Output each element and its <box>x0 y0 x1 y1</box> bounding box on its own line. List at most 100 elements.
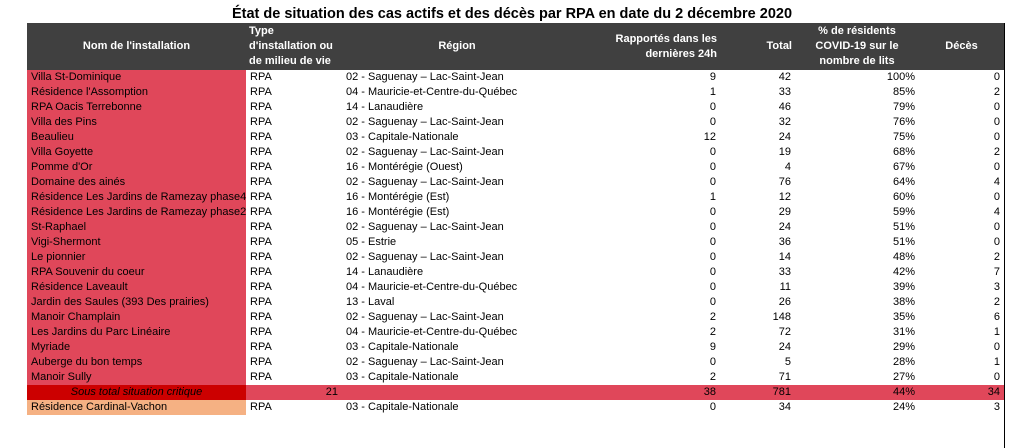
cell-type: RPA <box>250 356 272 368</box>
cell-region: 05 - Estrie <box>346 236 397 248</box>
cell-name: Domaine des ainés <box>27 175 246 190</box>
cell-recent: 2 <box>709 311 716 323</box>
subtotal-recent: 38 <box>572 385 720 400</box>
cell-region: 02 - Saguenay – Lac-Saint-Jean <box>346 311 504 323</box>
table-row: Myriade RPA 03 - Capitale-Nationale 9 24 29% 0 <box>27 340 1004 355</box>
cell-recent: 0 <box>709 266 716 278</box>
cell-deaths: 6 <box>993 311 1000 323</box>
table-row: Les Jardins du Parc Linéaire RPA 04 - Maur… <box>27 325 1004 340</box>
cell-region: 02 - Saguenay – Lac-Saint-Jean <box>346 221 504 233</box>
cell-name: Résidence Cardinal-Vachon <box>27 400 246 415</box>
cell-deaths: 2 <box>993 86 1000 98</box>
cell-deaths: 1 <box>993 356 1000 368</box>
subtotal-count: 21 <box>246 385 342 400</box>
table-row: Résidence Les Jardins de Ramezay phase4 R… <box>27 190 1004 205</box>
cell-pct: 51% <box>892 236 915 248</box>
cell-total: 29 <box>778 206 791 218</box>
cell-total: 42 <box>778 71 791 83</box>
table-row: Vigi-Shermont RPA 05 - Estrie 0 36 51% 0 <box>27 235 1004 250</box>
cell-name: Le pionnier <box>27 250 246 265</box>
cell-pct: 42% <box>892 266 915 278</box>
cell-region: 16 - Montérégie (Est) <box>346 206 450 218</box>
cell-total: 4 <box>784 161 791 173</box>
cell-name: Résidence Les Jardins de Ramezay phase4 <box>27 190 246 205</box>
cell-total: 33 <box>778 86 791 98</box>
cell-name: Résidence l'Assomption <box>27 85 246 100</box>
cell-pct: 27% <box>892 371 915 383</box>
cell-region: 02 - Saguenay – Lac-Saint-Jean <box>346 116 504 128</box>
cell-pct: 85% <box>892 86 915 98</box>
cell-total: 12 <box>778 191 791 203</box>
cell-region: 03 - Capitale-Nationale <box>346 341 459 353</box>
cell-deaths: 0 <box>993 191 1000 203</box>
cell-pct: 48% <box>892 251 915 263</box>
cell-name: Pomme d'Or <box>27 160 246 175</box>
cell-deaths: 0 <box>993 71 1000 83</box>
subtotal-empty <box>342 385 572 400</box>
cell-type: RPA <box>250 371 272 383</box>
cell-recent: 0 <box>709 221 716 233</box>
cell-type: RPA <box>250 401 272 413</box>
cell-region: 14 - Lanaudière <box>346 101 424 113</box>
subtotal-row: Sous total situation critique 21 38 781 44% 3… <box>27 385 1004 400</box>
cell-total: 24 <box>778 341 791 353</box>
table-row: Villa St-Dominique RPA 02 - Saguenay – Lac… <box>27 70 1004 85</box>
cell-name: Manoir Sully <box>27 370 246 385</box>
cell-type: RPA <box>250 191 272 203</box>
cell-region: 16 - Montérégie (Est) <box>346 191 450 203</box>
cell-pct: 68% <box>892 146 915 158</box>
cell-deaths: 0 <box>993 116 1000 128</box>
cell-region: 02 - Saguenay – Lac-Saint-Jean <box>346 251 504 263</box>
cell-deaths: 7 <box>993 266 1000 278</box>
cell-deaths: 2 <box>993 251 1000 263</box>
cell-total: 34 <box>778 401 791 413</box>
cell-pct: 28% <box>892 356 915 368</box>
table-row: Jardin des Saules (393 Des prairies) RPA 1… <box>27 295 1004 310</box>
cell-pct: 60% <box>892 191 915 203</box>
cell-deaths: 0 <box>993 221 1000 233</box>
table-row: RPA Oacis Terrebonne RPA 14 - Lanaudière 0 4… <box>27 100 1004 115</box>
cell-name: Auberge du bon temps <box>27 355 246 370</box>
cell-type: RPA <box>250 326 272 338</box>
cell-recent: 0 <box>709 281 716 293</box>
cell-type: RPA <box>250 251 272 263</box>
cell-type: RPA <box>250 146 272 158</box>
cell-pct: 35% <box>892 311 915 323</box>
cell-recent: 1 <box>709 191 716 203</box>
cell-type: RPA <box>250 116 272 128</box>
cell-name: Manoir Champlain <box>27 310 246 325</box>
cell-total: 72 <box>778 326 791 338</box>
header-type: Type d'installation ou de milieu de vie <box>246 23 342 70</box>
cell-total: 71 <box>778 371 791 383</box>
table-row: Manoir Sully RPA 03 - Capitale-Nationale 2 7… <box>27 370 1004 385</box>
cell-deaths: 0 <box>993 341 1000 353</box>
cell-region: 13 - Laval <box>346 296 395 308</box>
subtotal-pct: 44% <box>795 385 919 400</box>
table-row: Auberge du bon temps RPA 02 - Saguenay – L… <box>27 355 1004 370</box>
cell-pct: 79% <box>892 101 915 113</box>
cell-recent: 9 <box>709 71 716 83</box>
cell-recent: 0 <box>709 161 716 173</box>
cell-pct: 59% <box>892 206 915 218</box>
cell-recent: 0 <box>709 296 716 308</box>
cell-total: 5 <box>784 356 791 368</box>
cell-recent: 0 <box>709 176 716 188</box>
cell-pct: 24% <box>892 401 915 413</box>
cell-total: 11 <box>779 281 791 293</box>
cell-pct: 64% <box>892 176 915 188</box>
header-region: Région <box>342 23 572 70</box>
cell-recent: 0 <box>709 146 716 158</box>
cell-total: 36 <box>778 236 791 248</box>
header-name: Nom de l'installation <box>27 23 246 70</box>
cell-total: 33 <box>778 266 791 278</box>
cell-type: RPA <box>250 221 272 233</box>
cell-pct: 100% <box>886 71 915 83</box>
table-row: Villa Goyette RPA 02 - Saguenay – Lac-Sain… <box>27 145 1004 160</box>
table-row: RPA Souvenir du coeur RPA 14 - Lanaudière 0… <box>27 265 1004 280</box>
cell-recent: 9 <box>709 341 716 353</box>
cell-pct: 75% <box>892 131 915 143</box>
table-row: Beaulieu RPA 03 - Capitale-Nationale 12 24 75… <box>27 130 1004 145</box>
cell-type: RPA <box>250 131 272 143</box>
header-total: Total <box>720 23 795 70</box>
table-right-border <box>1004 23 1005 448</box>
